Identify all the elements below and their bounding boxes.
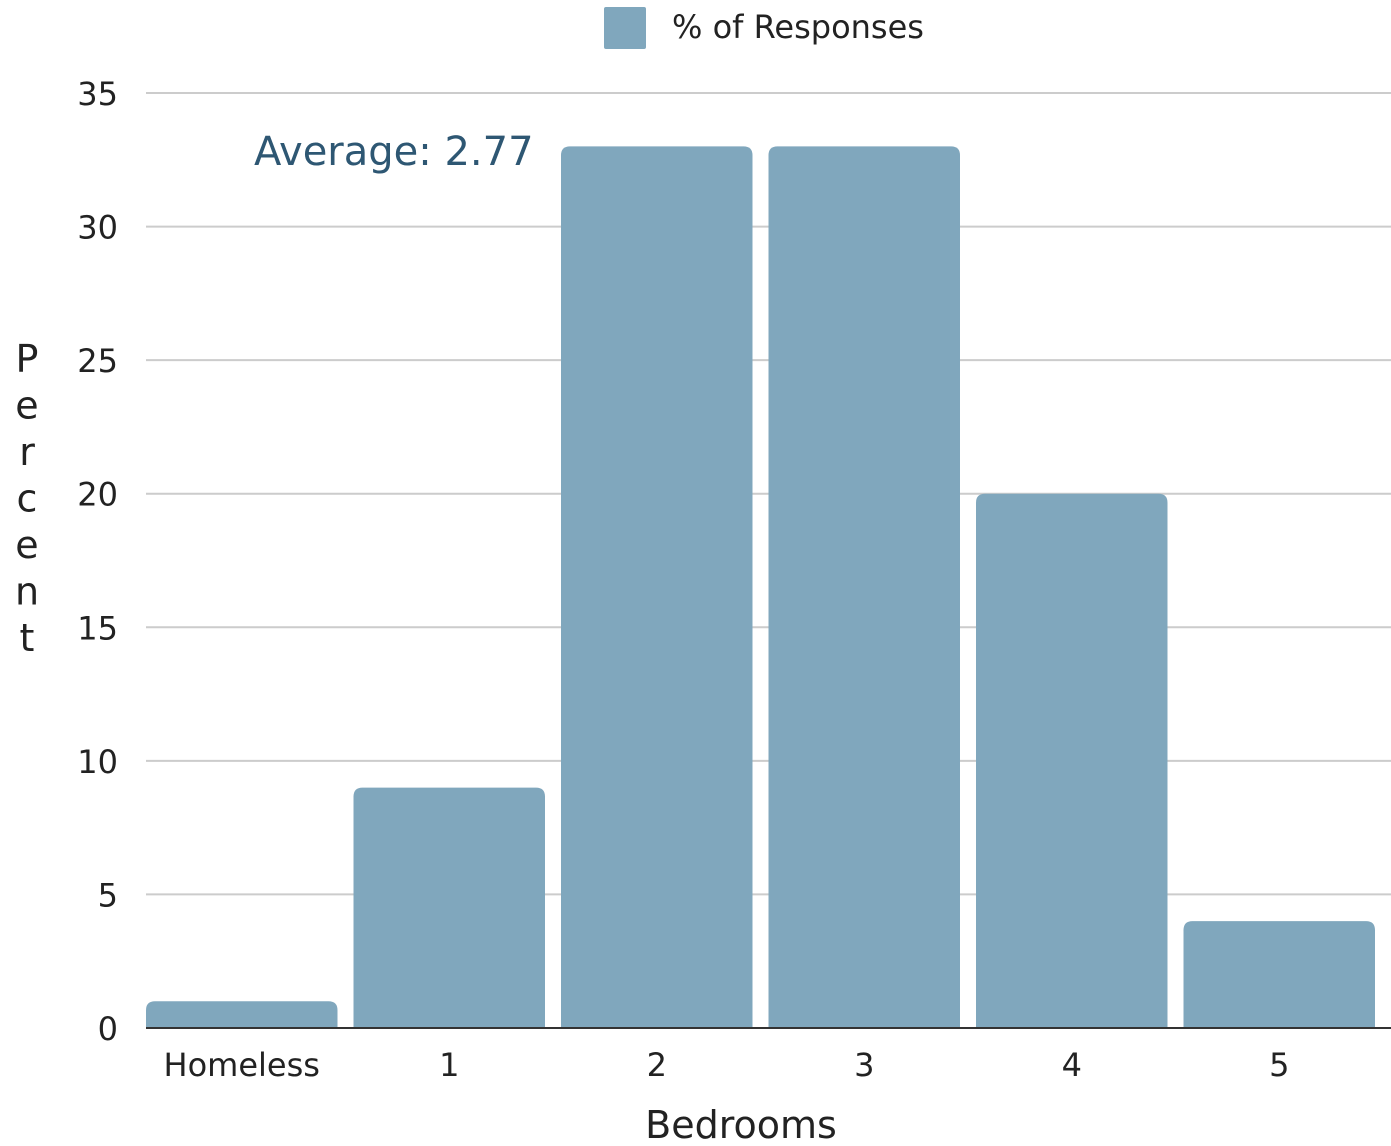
y-tick-label: 5 <box>98 876 118 914</box>
bars <box>146 146 1375 1028</box>
x-tick-label: 4 <box>1062 1046 1082 1084</box>
x-tick-label: 5 <box>1269 1046 1289 1084</box>
bar-5 <box>1183 921 1375 1028</box>
x-axis-ticks: Homeless 1 2 3 4 5 <box>164 1046 1290 1084</box>
x-tick-label: 1 <box>439 1046 459 1084</box>
y-axis-title-letter: t <box>20 616 35 660</box>
y-tick-label: 30 <box>77 209 118 247</box>
y-tick-label: 15 <box>77 609 118 647</box>
y-axis-title-letter: c <box>17 477 38 521</box>
x-axis-title: Bedrooms <box>645 1103 837 1146</box>
legend-label: % of Responses <box>672 8 924 46</box>
x-tick-label: 3 <box>854 1046 874 1084</box>
y-axis-ticks: 0 5 10 15 20 25 30 35 <box>77 75 118 1048</box>
legend-swatch <box>604 7 646 49</box>
y-tick-label: 0 <box>98 1010 118 1048</box>
average-annotation: Average: 2.77 <box>254 129 534 175</box>
x-tick-label: 2 <box>647 1046 667 1084</box>
bar-1 <box>353 787 545 1028</box>
y-tick-label: 10 <box>77 743 118 781</box>
y-axis-title-letter: r <box>19 430 35 474</box>
y-tick-label: 35 <box>77 75 118 113</box>
y-tick-label: 25 <box>77 342 118 380</box>
y-axis-title-letter: P <box>16 337 39 381</box>
y-axis-title-letter: e <box>15 384 38 428</box>
legend: % of Responses <box>604 7 924 49</box>
bar-4 <box>976 493 1168 1028</box>
x-tick-label: Homeless <box>164 1046 320 1084</box>
bar-2 <box>561 146 753 1028</box>
y-tick-label: 20 <box>77 476 118 514</box>
bar-3 <box>768 146 960 1028</box>
bar-homeless <box>146 1001 338 1028</box>
y-axis-title-letter: n <box>15 570 39 614</box>
y-axis-title-letter: e <box>15 523 38 567</box>
